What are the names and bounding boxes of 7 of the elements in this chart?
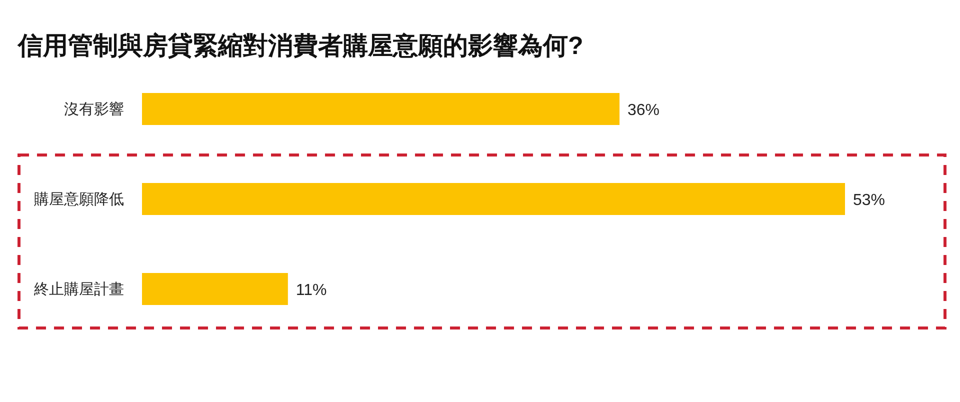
category-label: 沒有影響: [64, 101, 124, 118]
title: 信用管制與房貸緊縮對消費者購屋意願的影響為何?: [18, 32, 584, 60]
value-label: 11%: [296, 282, 327, 299]
value-label: 36%: [628, 102, 660, 119]
category-label: 終止購屋計畫: [34, 281, 124, 298]
category-label: 購屋意願降低: [34, 191, 124, 208]
value-label: 53%: [853, 192, 886, 209]
